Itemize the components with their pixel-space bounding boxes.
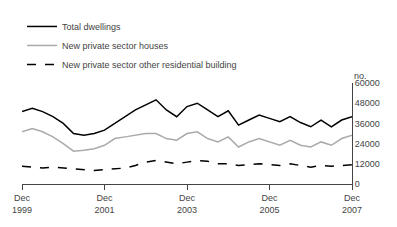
svg-text:12000: 12000: [355, 159, 380, 169]
svg-text:Total dwellings: Total dwellings: [62, 22, 121, 32]
svg-text:Dec2003: Dec2003: [177, 193, 197, 215]
svg-text:Dec2007: Dec2007: [342, 193, 362, 215]
svg-text:New private sector other resid: New private sector other residential bui…: [62, 60, 237, 70]
svg-text:Dec2005: Dec2005: [259, 193, 279, 215]
svg-text:60000: 60000: [355, 78, 380, 88]
svg-text:Dec1999: Dec1999: [12, 193, 32, 215]
svg-text:24000: 24000: [355, 139, 380, 149]
svg-text:36000: 36000: [355, 119, 380, 129]
svg-text:48000: 48000: [355, 98, 380, 108]
svg-text:0: 0: [355, 179, 360, 189]
svg-text:New private sector houses: New private sector houses: [62, 41, 169, 51]
svg-text:no.: no.: [354, 71, 367, 81]
svg-text:Dec2001: Dec2001: [94, 193, 114, 215]
